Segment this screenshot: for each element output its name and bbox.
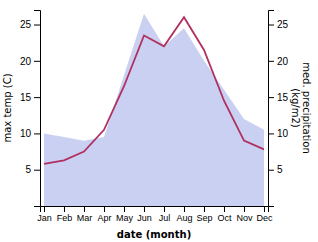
tick-mark [268,61,274,62]
tick-mark [44,206,45,212]
tick-label: 15 [20,92,32,103]
tick-label: Jul [159,213,171,223]
tick-mark [268,97,274,98]
tick: 5 [25,164,40,175]
tick: Sep [196,206,212,223]
tick-mark [144,206,145,212]
tick: 15 [20,92,40,103]
tick-mark [264,206,265,212]
tick: Aug [176,206,192,223]
tick-label: 25 [20,19,32,30]
tick: 10 [20,128,40,139]
tick-label: 5 [277,164,283,175]
line [44,17,264,164]
tick-label: Apr [97,213,111,223]
tick: Jan [37,206,52,223]
tick: Dec [256,206,273,223]
tick-label: 20 [20,56,32,67]
tick: 5 [268,164,283,175]
tick: Nov [236,206,253,223]
tick: 15 [268,92,289,103]
tick-label: 10 [277,128,289,139]
tick: 20 [20,56,40,67]
axis-line [269,11,275,207]
tick: Jul [159,206,171,223]
tick-label: 15 [277,92,289,103]
tick: Jun [137,206,152,223]
tick-label: May [116,213,134,223]
tick: 25 [268,19,289,30]
tick-label: Oct [217,213,232,223]
tick-mark [34,97,40,98]
tick-mark [34,170,40,171]
tick: 20 [268,56,289,67]
tick-mark [184,206,185,212]
tick-mark [244,206,245,212]
tick-mark [268,170,274,171]
tick: 25 [20,19,40,30]
x-label: date (month) [117,229,191,240]
tick: May [116,206,134,223]
tick-mark [268,133,274,134]
tick-label: 10 [20,128,32,139]
tick: Mar [77,206,93,223]
tick-mark [204,206,205,212]
tick-label: Dec [256,213,273,223]
tick-label: Nov [236,213,253,223]
area [44,14,264,206]
tick-label: Mar [77,213,93,223]
y-label: max temp (C) [2,73,13,142]
tick-mark [34,61,40,62]
tick: Feb [57,206,73,223]
tick-mark [84,206,85,212]
x-axis: Jan Feb Mar Apr MayJun Jul Aug Sep Oct NovDec [37,206,273,223]
tick-label: 25 [277,19,289,30]
tick-mark [268,25,274,26]
axis-line [34,11,41,207]
y2-label: med. precipitation(kg/m2) [290,62,312,154]
tick-mark [124,206,125,212]
tick-label: Sep [196,213,212,223]
axis-line [41,207,269,213]
tick-label: Aug [176,213,192,223]
tick: Oct [217,206,232,223]
tick: Apr [97,206,111,223]
tick-mark [164,206,165,212]
tick-mark [34,25,40,26]
tick-mark [34,133,40,134]
tick-mark [64,206,65,212]
chart: Jan Feb Mar Apr MayJun Jul Aug Sep Oct NovDec 5 10 1… [0,0,318,242]
tick-mark [104,206,105,212]
marks [44,14,264,206]
tick: 10 [268,128,289,139]
tick-label: 5 [25,164,31,175]
tick-mark [224,206,225,212]
tick-label: Feb [57,213,73,223]
tick-label: Jun [137,213,152,223]
tick-label: 20 [277,56,289,67]
y-axis: 5 10 15 20 25 [20,11,41,207]
tick-label: Jan [37,213,52,223]
plot: Jan Feb Mar Apr MayJun Jul Aug Sep Oct NovDec 5 10 1… [20,11,289,224]
y2-axis: 5 10 15 20 25 [268,11,289,207]
